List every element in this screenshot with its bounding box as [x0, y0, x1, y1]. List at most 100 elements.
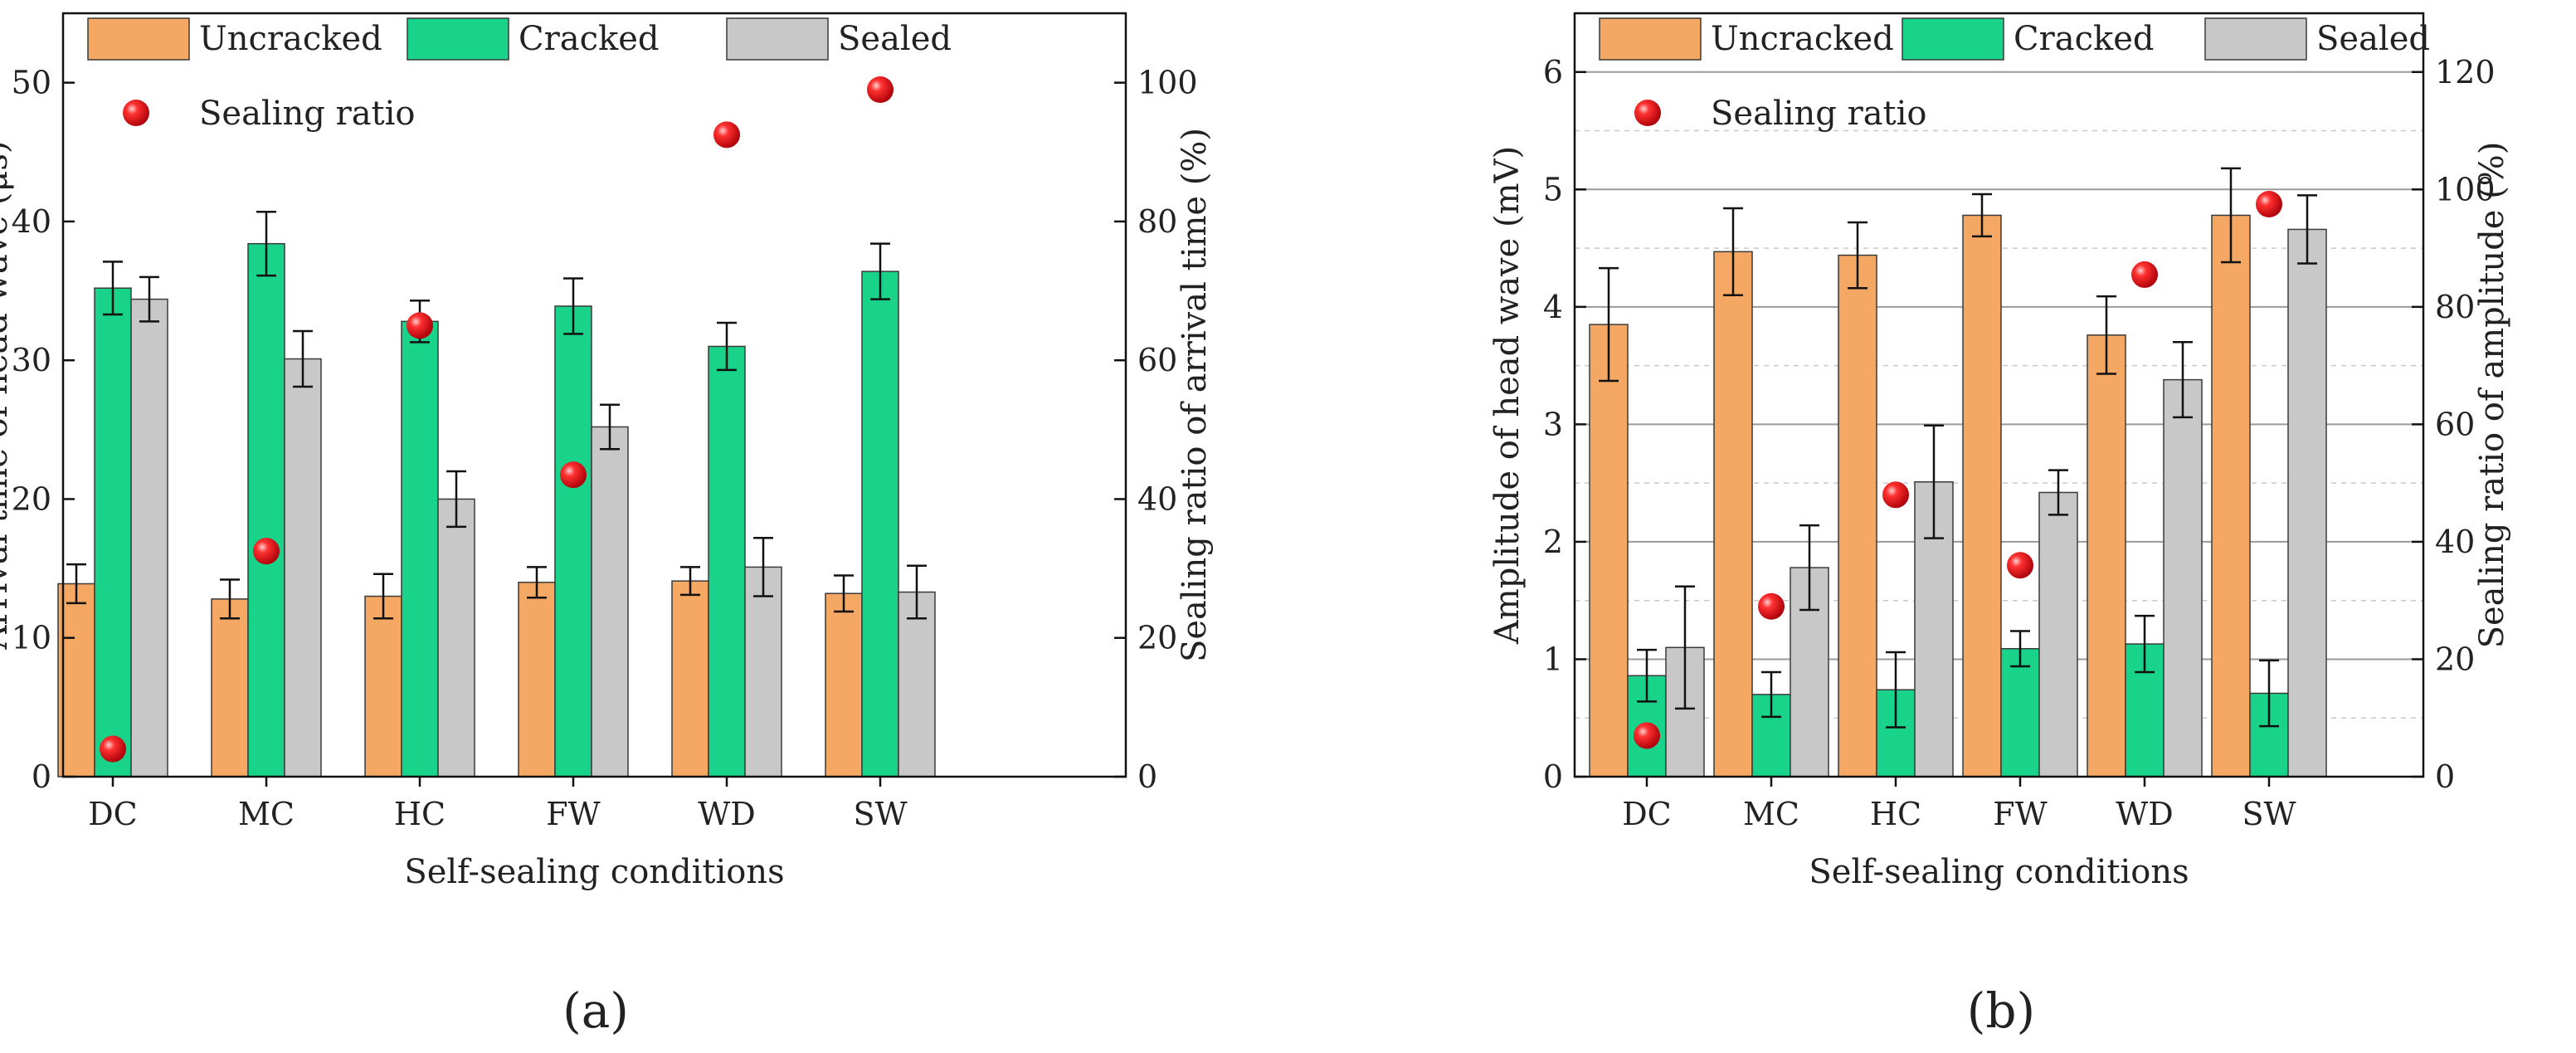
legend: Uncracked Cracked Sealed Sealing ratio — [87, 17, 952, 133]
y-right-tick-label: 0 — [1137, 758, 1157, 795]
legend: Uncracked Cracked Sealed Sealing ratio — [1599, 17, 2430, 133]
y-tick-label: 10 — [12, 620, 51, 656]
legend-swatch-uncracked — [87, 17, 190, 61]
y-right-tick-label: 40 — [1137, 480, 1177, 517]
y-right-tick-label: 0 — [2435, 758, 2455, 795]
bar-uncracked-fw — [518, 582, 556, 778]
x-axis-title: Self-sealing conditions — [404, 853, 784, 891]
bar-uncracked-hc — [1838, 254, 1877, 778]
error-bar-sealed-fw — [600, 403, 620, 451]
sealing-ratio-point-fw — [560, 461, 587, 489]
bar-uncracked-fw — [1962, 214, 2002, 778]
legend-label-sealing-ratio: Sealing ratio — [199, 95, 416, 133]
bar-uncracked-wd — [2087, 334, 2126, 778]
y-tick-label: 5 — [1543, 171, 1563, 207]
sealing-ratio-point-sw — [867, 76, 894, 103]
legend-swatch-sealed — [726, 17, 829, 61]
plot-frame — [61, 12, 1127, 778]
sealing-ratio-point-sw — [2256, 191, 2282, 217]
x-tick-label: HC — [394, 796, 446, 832]
y-right-tick-label: 80 — [2435, 289, 2475, 325]
y-right-tick-label: 20 — [1137, 620, 1177, 656]
error-bar-uncracked-mc — [220, 578, 240, 620]
bar-uncracked-dc — [1589, 324, 1629, 778]
error-bar-cracked-dc — [1637, 648, 1657, 703]
y-tick-label: 4 — [1543, 289, 1563, 325]
error-bar-uncracked-dc — [1599, 266, 1619, 383]
error-bar-uncracked-sw — [834, 574, 854, 613]
legend-swatch-uncracked — [1599, 17, 1702, 61]
error-bar-cracked-sw — [2259, 659, 2279, 728]
error-bar-cracked-dc — [103, 261, 123, 316]
error-bar-cracked-wd — [2135, 614, 2155, 674]
error-bar-cracked-sw — [870, 242, 890, 300]
y-right-tick-label: 20 — [2435, 641, 2475, 677]
error-bar-sealed-mc — [1799, 524, 1819, 612]
bar-uncracked-mc — [211, 598, 249, 778]
sealing-ratio-point-fw — [2007, 552, 2033, 579]
bar-sealed-wd — [744, 566, 782, 778]
x-tick-label: WD — [2116, 796, 2174, 832]
bar-uncracked-mc — [1713, 251, 1753, 778]
x-tick-label: FW — [1993, 796, 2047, 832]
bar-sealed-hc — [437, 498, 475, 778]
error-bar-sealed-dc — [1675, 585, 1695, 710]
y-tick-label: 6 — [1543, 54, 1563, 90]
sealing-ratio-point-wd — [713, 121, 740, 149]
bar-sealed-fw — [2038, 491, 2078, 778]
bar-cracked-sw — [861, 271, 899, 778]
x-tick-label: SW — [853, 796, 907, 832]
sealing-ratio-point-mc — [1758, 592, 1785, 620]
y-right-tick-label: 120 — [2435, 54, 2496, 90]
error-bar-uncracked-mc — [1723, 207, 1743, 296]
y-tick-label: 0 — [1543, 758, 1563, 795]
error-bar-uncracked-dc — [66, 563, 86, 605]
panel-label-b: (b) — [1967, 982, 2035, 1039]
bar-cracked-mc — [247, 242, 285, 778]
x-tick-label: HC — [1870, 796, 1921, 832]
x-tick-label: FW — [546, 796, 600, 832]
y-right-tick-label: 40 — [2435, 524, 2475, 560]
bar-sealed-mc — [284, 358, 322, 778]
bar-sealed-dc — [130, 298, 168, 778]
sealing-ratio-point-mc — [253, 538, 280, 565]
plot-frame — [1573, 12, 2425, 778]
y-tick-label: 1 — [1543, 641, 1563, 677]
error-bar-cracked-fw — [563, 277, 583, 335]
sealing-ratio-point-hc — [407, 312, 433, 339]
y-axis-title: Amplitude of head wave (mV) — [1488, 146, 1527, 645]
bar-sealed-hc — [1914, 480, 1954, 778]
bar-uncracked-dc — [57, 583, 95, 778]
legend-swatch-cracked — [1902, 17, 2004, 61]
y-right-tick-label: 60 — [1137, 342, 1177, 378]
error-bar-sealed-mc — [293, 329, 313, 388]
error-bar-sealed-hc — [446, 470, 466, 529]
x-tick-label: MC — [1743, 796, 1799, 832]
error-bar-uncracked-fw — [1972, 193, 1992, 238]
error-bar-cracked-fw — [2010, 630, 2030, 668]
error-bar-uncracked-hc — [1848, 221, 1867, 290]
legend-label-sealed: Sealed — [838, 20, 952, 58]
legend-marker-sealing-ratio — [123, 100, 149, 126]
legend-marker-sealing-ratio — [1634, 100, 1661, 126]
error-bar-cracked-hc — [1886, 651, 1906, 729]
legend-label-uncracked: Uncracked — [199, 20, 382, 58]
error-bar-uncracked-wd — [2096, 295, 2116, 375]
error-bar-sealed-fw — [2048, 469, 2068, 516]
error-bar-sealed-sw — [2297, 194, 2317, 265]
error-bar-uncracked-sw — [2221, 167, 2241, 264]
bar-cracked-dc — [94, 287, 132, 778]
x-tick-label: WD — [698, 796, 756, 832]
bar-sealed-sw — [898, 591, 936, 778]
bar-cracked-wd — [708, 345, 746, 778]
error-bar-uncracked-wd — [680, 566, 700, 597]
error-bar-sealed-sw — [907, 564, 927, 620]
error-bar-sealed-wd — [753, 537, 773, 597]
legend-label-uncracked: Uncracked — [1711, 20, 1894, 58]
sealing-ratio-point-dc — [1634, 722, 1660, 749]
bar-sealed-sw — [2287, 228, 2327, 778]
error-bar-uncracked-fw — [527, 566, 547, 599]
x-tick-label: DC — [88, 796, 138, 832]
